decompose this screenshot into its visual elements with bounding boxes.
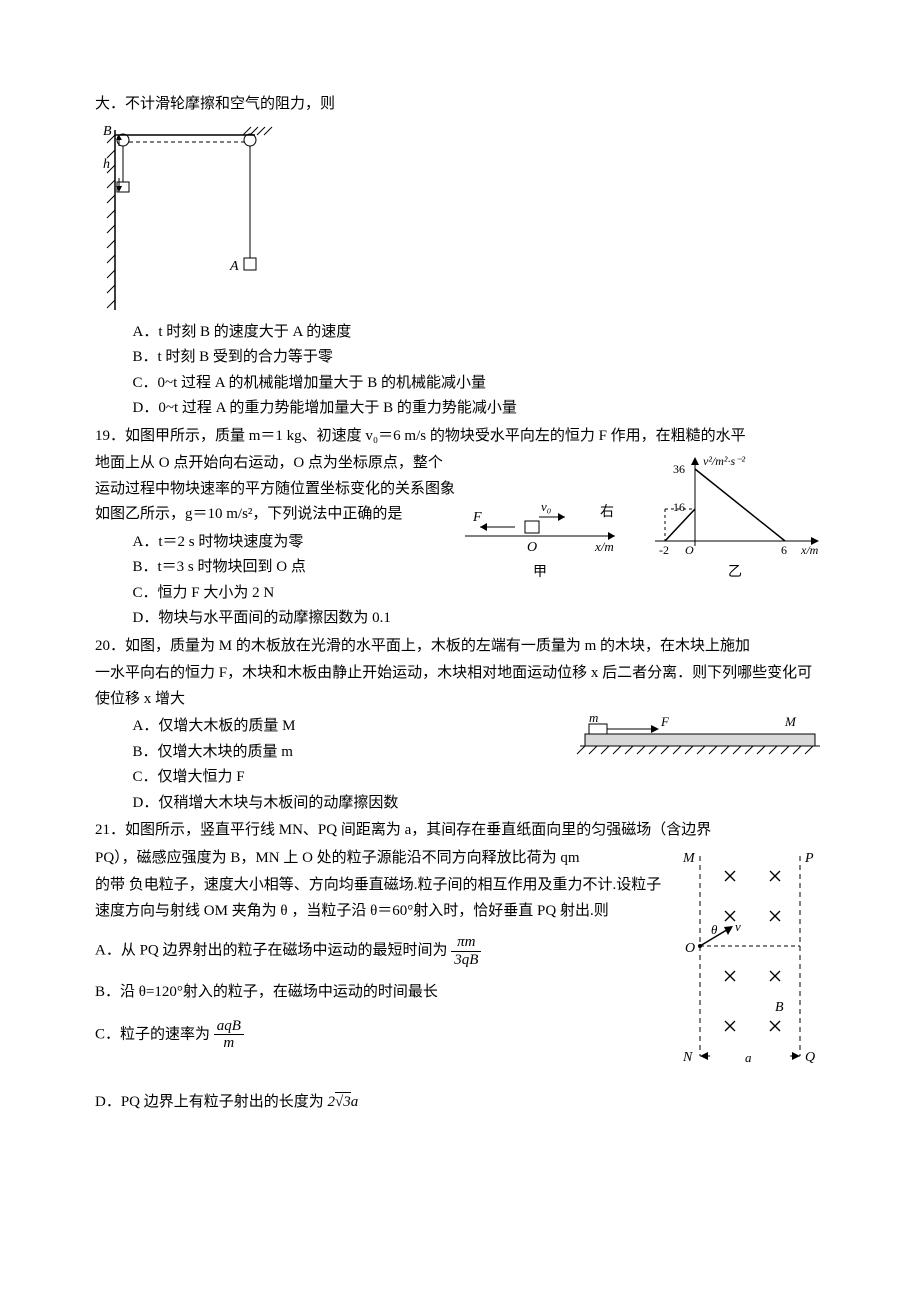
q20-stem1: 20．如图，质量为 M 的木板放在光滑的水平面上，木板的左端有一质量为 m 的木… — [95, 634, 825, 660]
q19-caption1: 甲 — [455, 561, 625, 585]
q18-optC: C．0~t 过程 A 的机械能增加量大于 B 的机械能减小量 — [133, 371, 826, 397]
svg-text:m: m — [589, 714, 598, 725]
q21-optD-text: D．PQ 边界上有粒子射出的长度为 — [95, 1094, 324, 1110]
q18-optA: A．t 时刻 B 的速度大于 A 的速度 — [133, 320, 826, 346]
svg-text:M: M — [682, 851, 696, 866]
q21-optA-text: A．从 PQ 边界射出的粒子在磁场中运动的最短时间为 — [95, 942, 448, 958]
q19-xneg2: -2 — [659, 543, 669, 557]
q21-optD: D．PQ 边界上有粒子射出的长度为 2√3a — [95, 1090, 825, 1116]
q19-stem2: 地面上从 O 点开始向右运动，O 点为坐标原点，整个运动过程中物块速率的平方随位… — [95, 451, 455, 528]
svg-text:x/m: x/m — [594, 539, 614, 554]
svg-text:θ: θ — [711, 922, 718, 937]
q21-optD-a: a — [351, 1094, 359, 1110]
svg-text:v: v — [735, 919, 741, 934]
svg-text:Q: Q — [805, 1050, 815, 1065]
q20-optC: C．仅增大恒力 F — [133, 765, 826, 791]
svg-text:B: B — [775, 1000, 784, 1015]
svg-text:x/m: x/m — [800, 543, 819, 557]
svg-text:a: a — [745, 1050, 752, 1065]
q19-label-F: F — [472, 510, 482, 525]
q20-optD: D．仅稍增大木块与木板间的动摩擦因数 — [133, 791, 826, 817]
q18-label-h: h — [103, 157, 110, 172]
q19-y16: 16 — [673, 500, 685, 514]
svg-text:v₀: v₀ — [541, 499, 551, 514]
svg-text:v²/m²·s⁻²: v²/m²·s⁻² — [703, 454, 746, 468]
fraction-icon: πm 3qB — [451, 934, 481, 968]
q21-optC-text: C．粒子的速率为 — [95, 1026, 210, 1042]
svg-text:O: O — [685, 941, 695, 956]
q18-tail: 大．不计滑轮摩擦和空气的阻力，则 — [95, 92, 825, 118]
q19-y36: 36 — [673, 462, 685, 476]
q18-figure: B h A — [95, 120, 825, 320]
q19-x6: 6 — [781, 543, 787, 557]
svg-text:P: P — [804, 851, 814, 866]
q20-stem2: 一水平向右的恒力 F，木块和木板由静止开始运动，木块相对地面运动位移 x 后二者… — [95, 661, 825, 712]
svg-text:M: M — [784, 714, 797, 729]
q19-stem1: 19．如图甲所示，质量 m＝1 kg、初速度 v₀＝6 m/s 的物块受水平向左… — [95, 424, 825, 450]
svg-text:N: N — [682, 1050, 693, 1065]
q19-label-O: O — [527, 540, 537, 555]
q21-figure: θ v M P O B N Q a — [675, 846, 825, 1076]
q18-optB: B．t 时刻 B 受到的合力等于零 — [133, 345, 826, 371]
q19-caption2: 乙 — [645, 561, 825, 585]
q19-figures: F v₀ O x/m 右 甲 v²/m²·s⁻² 36 16 — [455, 451, 825, 585]
fraction-icon: aqB m — [214, 1018, 244, 1052]
svg-text:F: F — [660, 714, 670, 729]
svg-text:O: O — [685, 543, 694, 557]
q20-figure: m F M — [575, 714, 825, 764]
svg-text:右: 右 — [600, 504, 614, 520]
q19-optD: D．物块与水平面间的动摩擦因数为 0.1 — [133, 606, 826, 632]
q18-label-B: B — [103, 124, 112, 139]
q18-label-A: A — [229, 259, 239, 274]
q21-stem1: 21．如图所示，竖直平行线 MN、PQ 间距离为 a，其间存在垂直纸面向里的匀强… — [95, 818, 825, 844]
q18-optD: D．0~t 过程 A 的重力势能增加量大于 B 的重力势能减小量 — [133, 396, 826, 422]
